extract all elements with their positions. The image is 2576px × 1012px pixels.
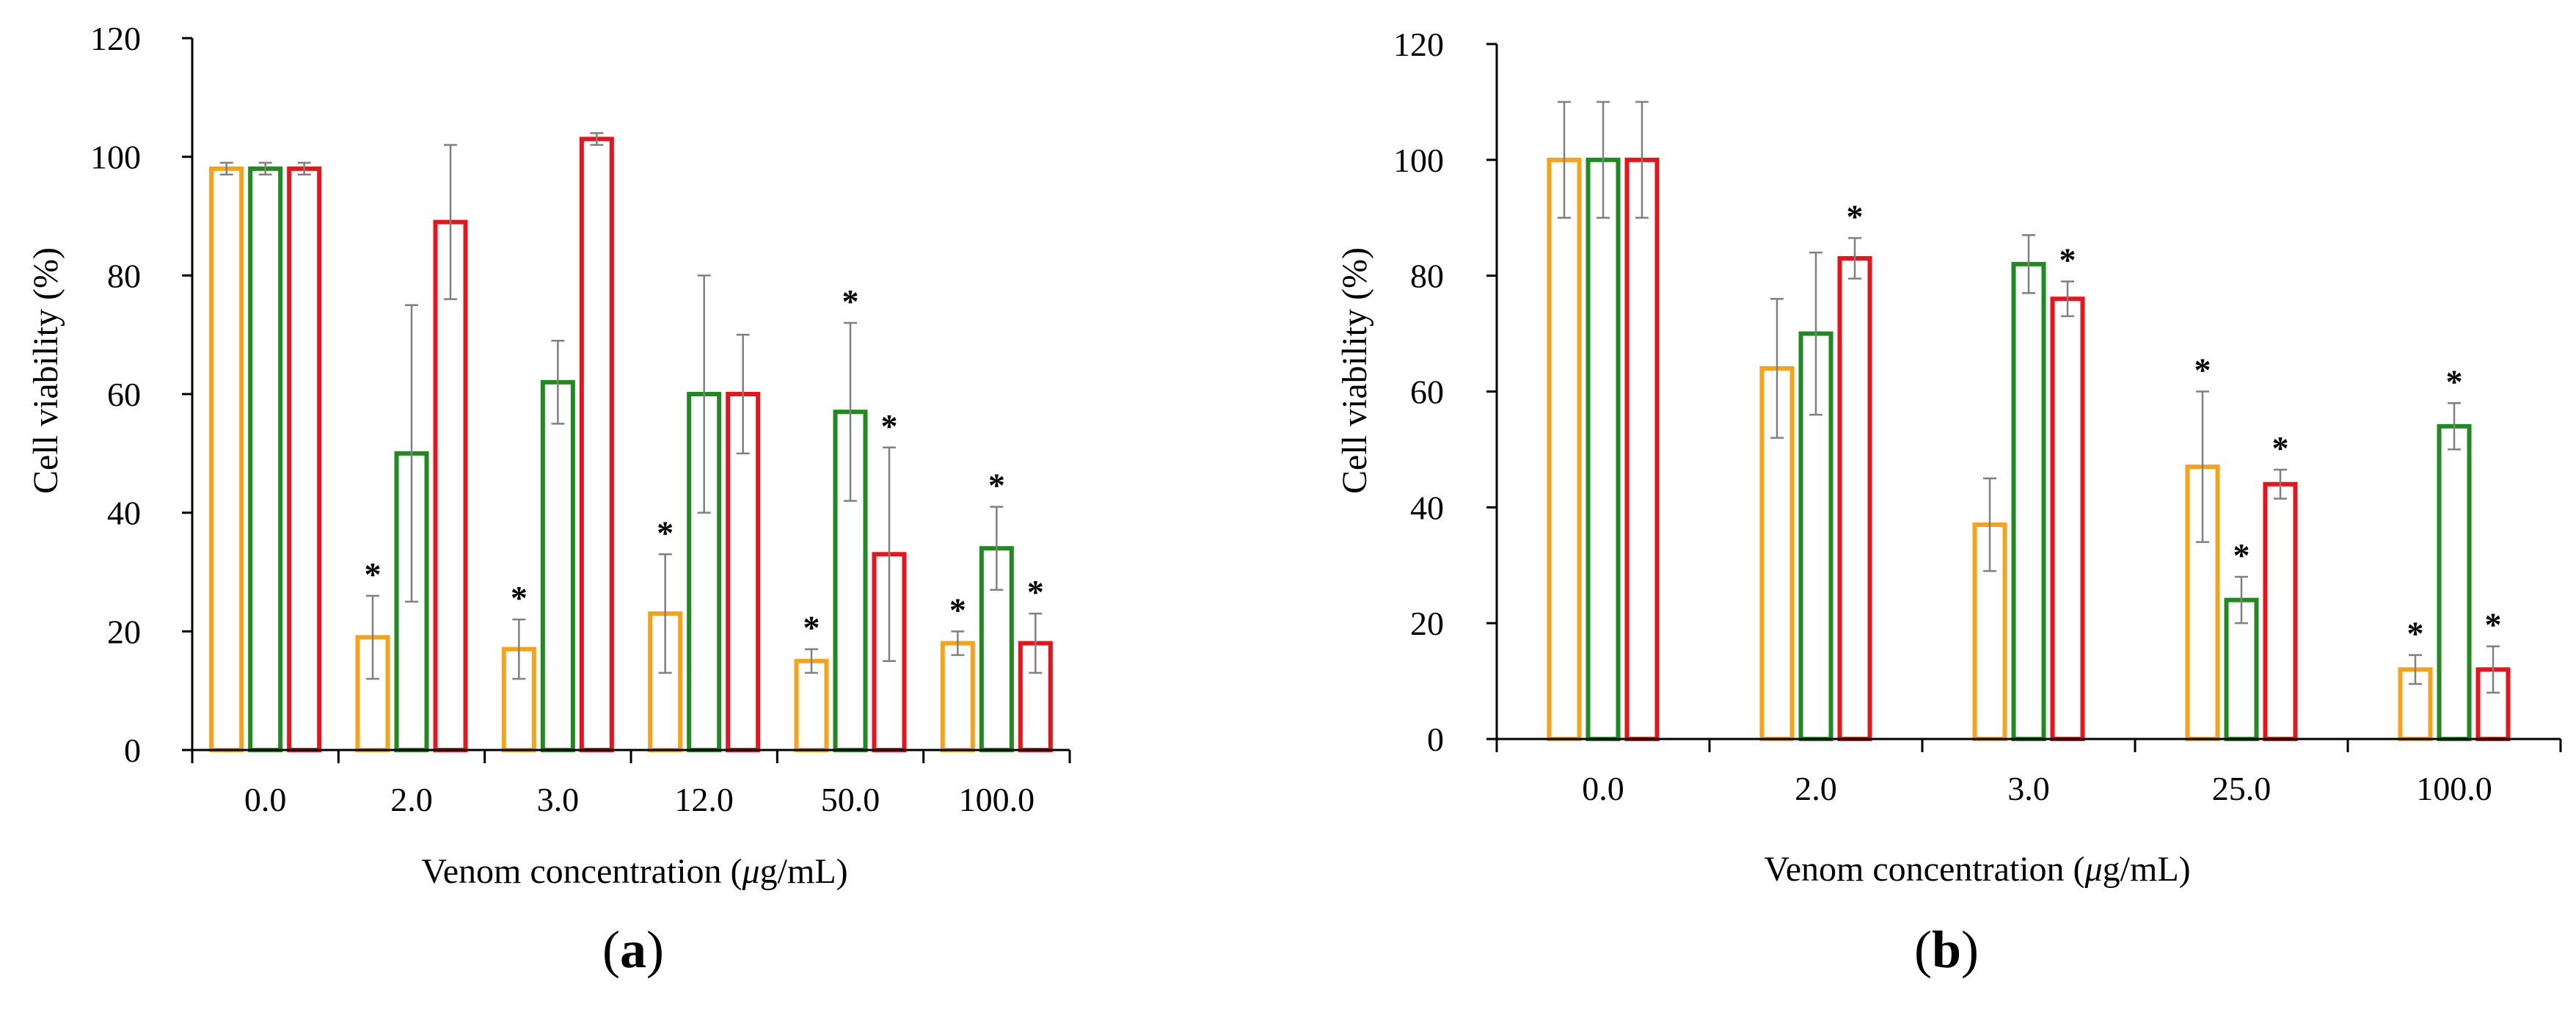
y-axis-title: Cell viability (%) (26, 247, 65, 494)
significance-marker: * (2446, 363, 2463, 400)
y-tick-label: 0 (1427, 721, 1444, 758)
bar-series-3-25.0 (2263, 481, 2298, 741)
x-axis-title-prefix: Venom concentration ( (421, 852, 742, 891)
y-tick-label: 100 (1393, 142, 1444, 179)
x-tick-label: 50.0 (821, 781, 880, 818)
bar-series-3-3.0 (579, 136, 614, 752)
significance-marker: * (1027, 573, 1044, 611)
bar-series-3-2.0 (1837, 255, 1872, 742)
x-tick-label: 100.0 (959, 781, 1035, 818)
bar-series-3-0.0 (287, 166, 322, 753)
significance-marker: * (803, 609, 820, 647)
x-tick-label: 3.0 (2007, 770, 2050, 807)
y-tick-label: 0 (124, 732, 141, 769)
bar-series-1-100.0 (940, 641, 975, 752)
x-axis-title: Venom concentration (μg/mL) (421, 852, 847, 891)
bar-series-2-3.0 (2011, 261, 2046, 741)
y-tick-label: 60 (1410, 374, 1444, 411)
x-axis-title-suffix: g/mL) (2103, 850, 2191, 889)
bar-series-3-2.0 (433, 219, 468, 753)
x-tick-label: 0.0 (244, 781, 287, 818)
x-tick-label: 0.0 (1582, 770, 1624, 807)
y-tick-label: 40 (1410, 489, 1444, 526)
panel-label-open: ( (1914, 920, 1932, 979)
significance-marker: * (988, 467, 1005, 504)
y-tick-label: 20 (107, 613, 141, 650)
x-axis-title-suffix: g/mL) (760, 852, 848, 891)
panel-label-open: ( (602, 920, 620, 979)
bar-series-2-3.0 (540, 379, 575, 752)
x-tick-label: 3.0 (537, 781, 580, 818)
significance-marker: * (2407, 615, 2424, 652)
y-tick-label: 120 (90, 20, 141, 57)
panel-label-letter: a (620, 920, 646, 979)
significance-marker: * (2272, 429, 2289, 467)
bar-series-3-3.0 (2050, 296, 2085, 741)
significance-marker: * (2059, 241, 2076, 279)
y-axis-title: Cell viability (%) (1335, 247, 1374, 494)
panel-label: (a) (602, 920, 664, 979)
y-tick-label: 60 (107, 376, 141, 413)
bar-series-2-100.0 (2437, 423, 2472, 741)
significance-marker: * (2233, 536, 2250, 574)
significance-marker: * (1847, 197, 1864, 235)
panel-label-close: ) (1961, 920, 1979, 979)
bar-series-2-0.0 (1586, 157, 1621, 742)
x-axis-title: Venom concentration (μg/mL) (1764, 850, 2190, 889)
significance-marker: * (511, 579, 528, 616)
panel-label: (b) (1914, 920, 1979, 979)
y-tick-label: 20 (1410, 605, 1444, 642)
panel-label-close: ) (646, 920, 664, 979)
y-tick-label: 120 (1393, 26, 1444, 63)
significance-marker: * (842, 283, 859, 320)
bar-series-1-0.0 (209, 166, 244, 753)
y-tick-label: 80 (107, 257, 141, 294)
x-tick-label: 25.0 (2212, 770, 2272, 807)
bar-series-1-0.0 (1547, 157, 1582, 742)
x-axis-title-mu: μ (742, 852, 760, 891)
chart-panel-b: * * * * * * * * 0 20 40 60 80 100 120 0.0 2.0 3.0 25.0 100… (1335, 26, 2562, 979)
significance-marker: * (2485, 606, 2502, 644)
x-tick-label: 2.0 (390, 781, 433, 818)
x-tick-label: 12.0 (674, 781, 734, 818)
significance-marker: * (949, 591, 966, 628)
significance-marker: * (881, 407, 898, 445)
significance-marker: * (365, 556, 382, 593)
x-axis-title-prefix: Venom concentration ( (1764, 850, 2084, 889)
bar-series-1-50.0 (794, 658, 829, 752)
y-tick-label: 100 (90, 139, 141, 176)
y-tick-label: 40 (107, 495, 141, 532)
panel-label-letter: b (1932, 920, 1961, 979)
x-tick-label: 100.0 (2416, 770, 2492, 807)
x-tick-label: 2.0 (1795, 770, 1837, 807)
x-axis-title-mu: μ (2084, 850, 2103, 889)
significance-marker: * (657, 514, 674, 551)
significance-marker: * (2194, 352, 2211, 389)
bar-series-3-0.0 (1624, 157, 1660, 742)
bar-series-2-0.0 (248, 166, 283, 753)
y-tick-label: 80 (1410, 258, 1444, 295)
chart-panel-a: * * * * * * * * * 0 20 40 60 80 100 120 0.0 2.0 3.0 12.0 50… (26, 20, 1071, 979)
